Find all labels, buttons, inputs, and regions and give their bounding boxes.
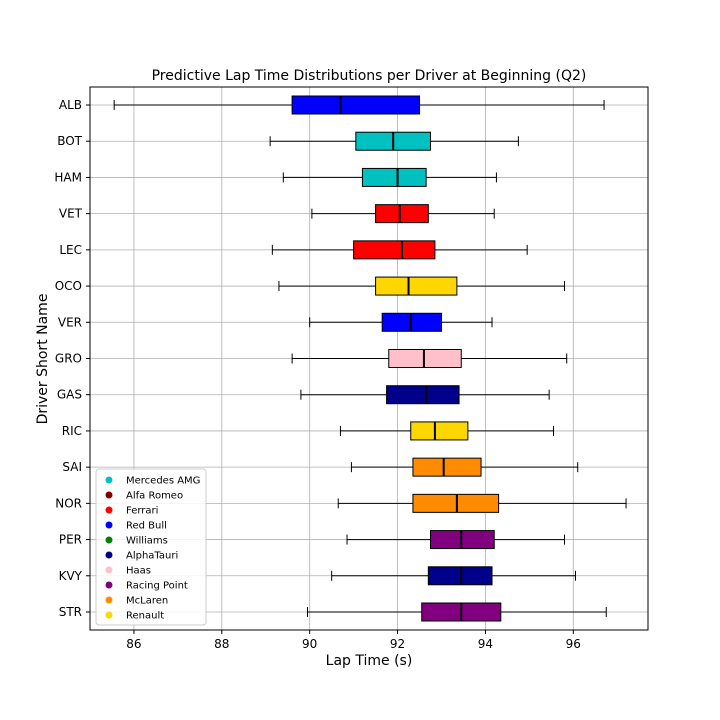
driver-box-vet bbox=[311, 204, 495, 224]
legend-label: Mercedes AMG bbox=[126, 476, 200, 487]
driver-box-ham bbox=[282, 167, 497, 187]
iqr-box bbox=[381, 312, 442, 332]
driver-box-ver bbox=[309, 312, 493, 332]
driver-box-alb bbox=[113, 95, 605, 115]
legend-label: Racing Point bbox=[126, 581, 188, 592]
x-tick-label: 86 bbox=[126, 637, 141, 651]
iqr-box bbox=[427, 566, 493, 586]
driver-box-gro bbox=[291, 349, 568, 368]
legend-box bbox=[95, 468, 207, 626]
legend-marker bbox=[105, 491, 113, 499]
legend-marker bbox=[105, 476, 113, 484]
legend-marker bbox=[105, 536, 113, 544]
legend-label: Ferrari bbox=[126, 506, 158, 517]
iqr-box bbox=[375, 276, 458, 296]
driver-box-kvy bbox=[331, 566, 577, 586]
iqr-box bbox=[353, 240, 436, 260]
x-tick-label: 90 bbox=[302, 637, 317, 651]
y-axis-label: Driver Short Name bbox=[35, 294, 51, 425]
iqr-box bbox=[410, 421, 469, 441]
driver-box-bot bbox=[269, 131, 519, 151]
legend-label: AlphaTauri bbox=[126, 551, 178, 562]
legend-label: Red Bull bbox=[126, 521, 167, 532]
y-tick-label: PER bbox=[59, 533, 82, 547]
boxes bbox=[113, 95, 627, 622]
legend-label: Alfa Romeo bbox=[126, 491, 183, 502]
legend-marker bbox=[105, 596, 113, 604]
iqr-box bbox=[388, 349, 462, 368]
y-tick-label: STR bbox=[59, 605, 82, 619]
y-tick-label: HAM bbox=[54, 170, 82, 184]
legend-marker bbox=[105, 551, 113, 559]
x-tick-label: 94 bbox=[478, 637, 493, 651]
legend-label: Haas bbox=[126, 566, 151, 577]
ticks: 86 88 90 92 94 96 ALB BOT HAM VET LEC OCO VER GRO GAS R… bbox=[54, 98, 581, 651]
iqr-box bbox=[386, 385, 460, 405]
legend-marker bbox=[105, 506, 113, 514]
driver-box-lec bbox=[271, 240, 528, 260]
x-axis-label: Lap Time (s) bbox=[326, 653, 413, 669]
y-tick-label: LEC bbox=[59, 243, 82, 257]
y-tick-label: ALB bbox=[59, 98, 82, 112]
y-tick-label: RIC bbox=[62, 424, 82, 438]
x-tick-label: 96 bbox=[566, 637, 581, 651]
iqr-box bbox=[375, 204, 429, 224]
y-tick-label: NOR bbox=[55, 496, 82, 510]
legend-label: Renault bbox=[126, 611, 164, 622]
driver-box-oco bbox=[278, 276, 566, 296]
iqr-box bbox=[291, 95, 421, 115]
iqr-box bbox=[361, 167, 427, 187]
legend-marker bbox=[105, 521, 113, 529]
y-tick-label: VET bbox=[59, 207, 83, 221]
legend-marker bbox=[105, 611, 113, 619]
y-tick-label: GRO bbox=[55, 352, 82, 366]
x-tick-label: 92 bbox=[390, 637, 405, 651]
driver-box-str bbox=[306, 602, 607, 622]
y-tick-label: GAS bbox=[57, 388, 82, 402]
iqr-box bbox=[412, 457, 482, 477]
driver-box-per bbox=[346, 530, 566, 550]
driver-box-nor bbox=[337, 493, 627, 513]
y-tick-label: SAI bbox=[62, 460, 82, 474]
y-tick-label: BOT bbox=[57, 134, 82, 148]
legend-marker bbox=[105, 566, 113, 574]
driver-box-gas bbox=[300, 385, 550, 405]
chart-title: Predictive Lap Time Distributions per Dr… bbox=[152, 68, 587, 84]
x-tick-label: 88 bbox=[214, 637, 229, 651]
legend-label: Williams bbox=[126, 536, 168, 547]
iqr-box bbox=[430, 530, 495, 550]
driver-box-ric bbox=[339, 421, 555, 441]
y-tick-label: VER bbox=[58, 315, 82, 329]
iqr-box bbox=[412, 493, 500, 513]
y-tick-label: KVY bbox=[59, 569, 83, 583]
legend-marker bbox=[105, 581, 113, 589]
driver-box-sai bbox=[350, 457, 579, 477]
y-tick-label: OCO bbox=[55, 279, 82, 293]
legend: Mercedes AMG Alfa Romeo Ferrari Red Bull Wil… bbox=[95, 468, 207, 626]
legend-label: McLaren bbox=[126, 596, 168, 607]
